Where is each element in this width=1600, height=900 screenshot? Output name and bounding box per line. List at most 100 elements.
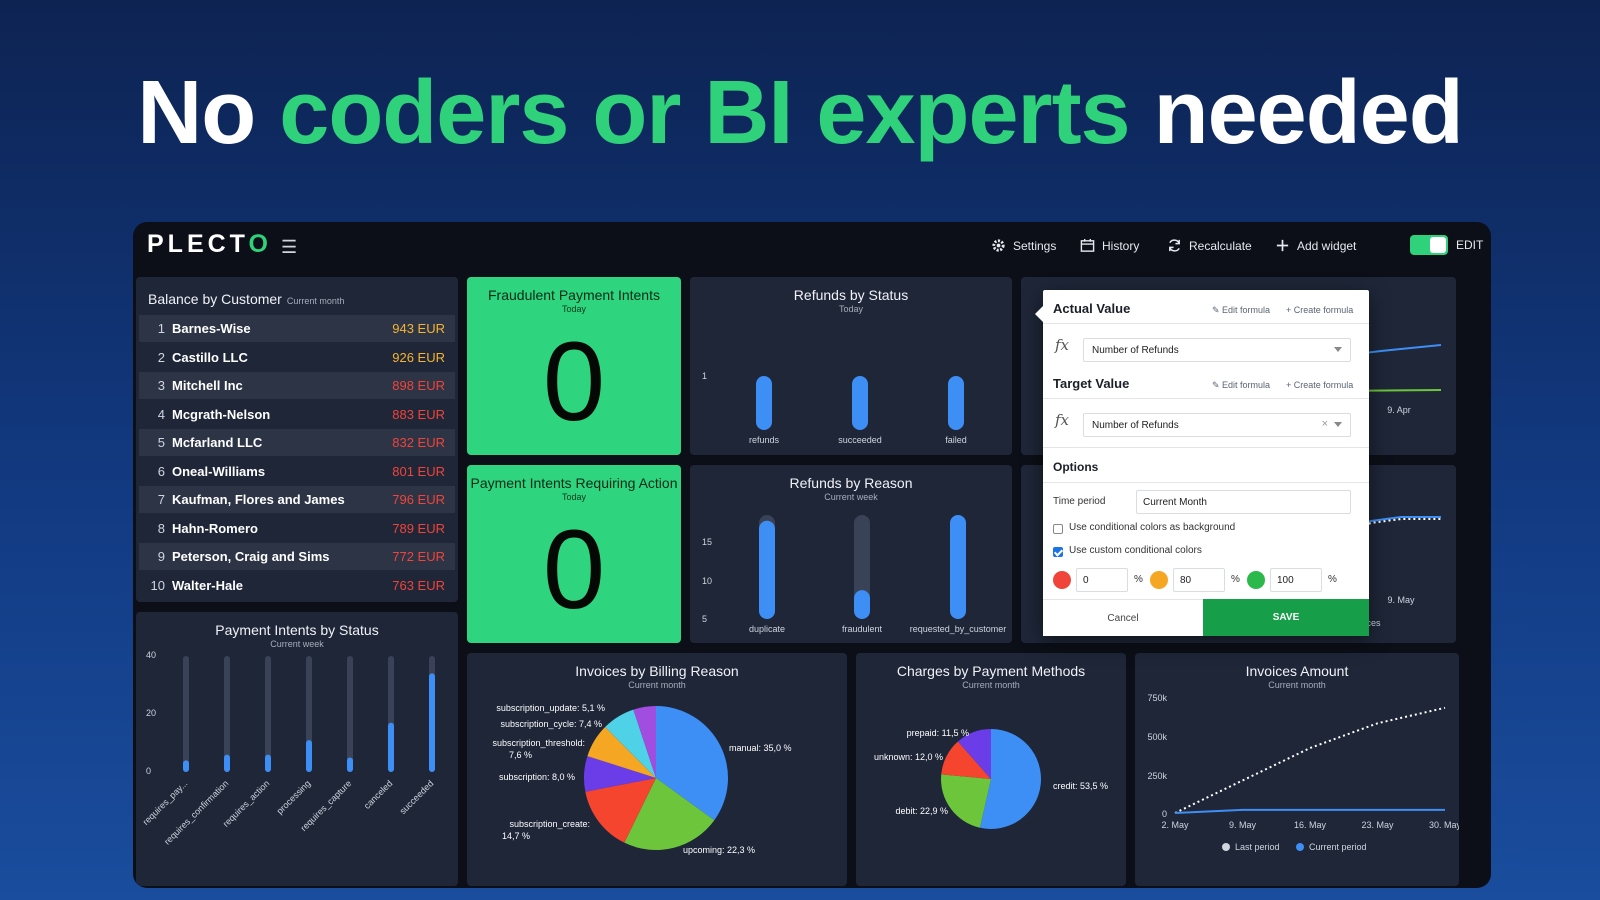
refunds-reason-widget[interactable]: Refunds by Reason Current week 15 10 5 dupl… [690,465,1012,643]
actual-create-formula-link[interactable]: + Create formula [1286,305,1354,315]
threshold-color-swatch[interactable] [1053,571,1071,589]
balance-row[interactable]: 1 Barnes-Wise 943 EUR [139,315,455,342]
fraud-widget[interactable]: Fraudulent Payment Intents Today 0 [467,277,681,455]
current-period-line[interactable] [1174,808,1445,814]
balance-row[interactable]: 2 Castillo LLC 926 EUR [139,344,455,371]
bar[interactable] [852,376,868,430]
bar[interactable] [265,754,271,772]
bar[interactable] [756,376,772,430]
invoices-amount-widget[interactable]: Invoices Amount Current month 750k 500k 25… [1135,653,1459,886]
clear-icon[interactable]: × [1321,418,1328,430]
x-tick-label: duplicate [749,624,785,634]
plus-icon [1276,239,1289,252]
pie-slice[interactable] [624,778,715,850]
time-period-input[interactable]: Current Month [1136,490,1351,514]
actual-edit-formula-link[interactable]: ✎ Edit formula [1212,305,1271,315]
balance-row[interactable]: 6 Oneal-Williams 801 EUR [139,458,455,485]
target-value-select[interactable]: Number of Refunds × [1083,413,1351,437]
billing-widget[interactable]: Invoices by Billing Reason Current month… [467,653,847,886]
balance-row[interactable]: 5 Mcfarland LLC 832 EUR [139,429,455,456]
charges-title: Charges by Payment Methods [896,663,1086,679]
balance-row[interactable]: 8 Hahn-Romero 789 EUR [139,515,455,542]
bar[interactable] [759,520,775,619]
rank: 4 [157,406,165,422]
bar[interactable] [948,376,964,430]
balance-row[interactable]: 10 Walter-Hale 763 EUR [139,572,455,599]
hamburger-menu-icon[interactable]: ☰ [281,237,298,257]
bar[interactable] [306,740,312,772]
pie-slice[interactable] [585,778,656,843]
settings-button[interactable]: Settings [991,238,1056,253]
conditional-bg-checkbox[interactable] [1053,524,1063,534]
refresh-icon [1169,239,1180,252]
history-button[interactable]: History [1080,238,1139,253]
formula-fx-icon: fx [1055,411,1070,429]
bar[interactable] [854,590,870,619]
pie-slice[interactable] [656,706,728,821]
requiring-subtitle: Today [561,492,587,502]
edit-toggle[interactable] [1410,235,1448,255]
pie-slice[interactable] [979,729,1041,829]
recalculate-button[interactable]: Recalculate [1167,238,1252,253]
pie-slice[interactable] [633,706,656,778]
balance-row[interactable]: 7 Kaufman, Flores and James 796 EUR [139,486,455,513]
threshold-input[interactable]: 0 [1076,568,1128,592]
y-tick-label: 10 [702,576,712,586]
widget-editor-popup[interactable]: Actual Value ✎ Edit formula + Create for… [1035,290,1369,636]
headline-part1: No [137,63,280,163]
target-create-formula-link[interactable]: + Create formula [1286,380,1354,390]
y-tick-label: 0 [146,766,151,776]
threshold-input[interactable]: 80 [1173,568,1225,592]
pie-label: subscription_create: [509,819,590,829]
actual-value-select[interactable]: Number of Refunds [1083,338,1351,362]
bar-track [347,656,353,772]
pie-slice[interactable] [587,727,656,778]
bar[interactable] [183,760,189,772]
pie-slice[interactable] [941,741,991,779]
popup-arrow [1035,306,1043,322]
balance-row[interactable]: 3 Mitchell Inc 898 EUR [139,372,455,399]
legend-last-label: Last period [1235,842,1280,852]
cancel-button[interactable]: Cancel [1043,599,1203,636]
pie-slice[interactable] [941,774,991,828]
pie-slice[interactable] [605,709,656,778]
status-widget[interactable]: Payment Intents by Status Current week 4… [136,612,458,886]
last-period-line[interactable] [1174,706,1446,814]
charges-widget[interactable]: Charges by Payment Methods Current month… [856,653,1126,886]
x-tick-label: 9. May [1229,820,1257,830]
custom-colors-checkbox[interactable] [1053,547,1063,557]
threshold-color-swatch[interactable] [1150,571,1168,589]
bar[interactable] [429,673,435,772]
requiring-action-widget[interactable]: Payment Intents Requiring Action Today 0 [467,465,681,643]
pie-label: debit: 22,9 % [895,806,948,816]
pie-slice[interactable] [957,729,991,779]
target-edit-formula-link[interactable]: ✎ Edit formula [1212,380,1271,390]
bar[interactable] [950,515,966,619]
bar[interactable] [224,754,230,772]
requiring-title: Payment Intents Requiring Action [470,475,678,491]
refunds-status-widget[interactable]: Refunds by Status Today 1 refunds succeede… [690,277,1012,455]
calendar-icon [1080,238,1095,252]
balance-widget[interactable]: Balance by Customer Current month 1 Barnes… [136,277,458,602]
threshold-color-swatch[interactable] [1247,571,1265,589]
percent-sign: % [1231,574,1240,585]
billing-title: Invoices by Billing Reason [575,663,739,679]
pie-slice[interactable] [584,756,656,792]
status-subtitle: Current week [270,639,324,649]
bar[interactable] [388,722,394,772]
pie-label: manual: 35,0 % [729,743,792,753]
recalculate-label: Recalculate [1189,238,1252,253]
custom-colors-label: Use custom conditional colors [1069,545,1202,556]
balance-row[interactable]: 4 Mcgrath-Nelson 883 EUR [139,401,455,428]
y-tick-label: 0 [1162,809,1167,819]
balance-value: 796 EUR [392,492,445,507]
balance-row[interactable]: 9 Peterson, Craig and Sims 772 EUR [139,543,455,570]
top-bar: PLECTO ☰ Settings History Recalculate Ad… [133,222,1491,274]
pie-label: 14,7 % [502,831,530,841]
balance-value: 898 EUR [392,378,445,393]
save-button[interactable]: SAVE [1203,599,1369,636]
threshold-input[interactable]: 100 [1270,568,1322,592]
edit-label: EDIT [1456,238,1484,252]
add-widget-button[interactable]: Add widget [1275,238,1356,253]
bar[interactable] [347,757,353,773]
